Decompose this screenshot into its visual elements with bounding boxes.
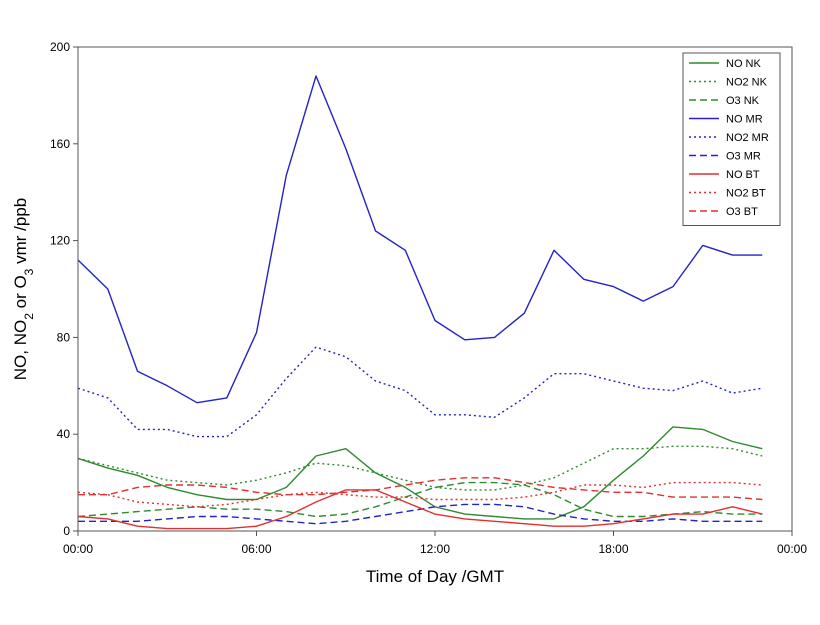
y-tick-label: 0	[63, 524, 70, 538]
legend-label: NO BT	[726, 169, 760, 181]
y-axis-title-part: NO, NO	[11, 320, 30, 380]
x-tick-label: 00:00	[63, 542, 93, 556]
legend-label: O3 NK	[726, 95, 760, 107]
y-tick-label: 160	[50, 137, 70, 151]
plot-lines	[77, 75, 763, 530]
y-axis-title: NO, NO2 or O3 vmr /ppb	[11, 198, 36, 380]
legend-label: NO NK	[726, 58, 762, 70]
legend-label: NO2 NK	[726, 77, 768, 89]
x-axis-title: Time of Day /GMT	[366, 567, 504, 586]
series-line-no-bt	[77, 489, 763, 530]
legend-label: O3 MR	[726, 151, 761, 163]
y-tick-label: 80	[57, 330, 71, 344]
legend-label: O3 BT	[726, 206, 758, 218]
x-tick-label: 18:00	[598, 542, 628, 556]
series-line-no2-bt	[77, 481, 763, 508]
y-axis-title-part: or O	[11, 275, 30, 313]
series-line-no-mr	[77, 75, 763, 404]
y-axis-title-part: 3	[22, 268, 36, 275]
x-tick-label: 12:00	[420, 542, 450, 556]
legend-label: NO MR	[726, 114, 763, 126]
legend: NO NK NO2 NK O3 NK NO MR NO2 MR O3 MR NO BT NO2…	[682, 52, 781, 226]
x-tick-label: 00:00	[777, 542, 807, 556]
legend-label: NO2 MR	[726, 132, 769, 144]
legend-label: NO2 BT	[726, 188, 766, 200]
series-line-no2-mr	[77, 346, 763, 438]
series-line-o3-nk	[77, 481, 763, 518]
x-tick-label: 06:00	[241, 542, 271, 556]
x-axis: 00:00 06:00 12:00 18:00 00:00	[63, 531, 807, 556]
series-line-o3-mr	[78, 503, 763, 525]
y-axis-title-part: 2	[22, 313, 36, 320]
series-line-o3-bt	[78, 477, 763, 501]
series-line-no2-nk	[77, 445, 763, 491]
y-tick-label: 200	[50, 40, 70, 54]
y-tick-label: 40	[57, 427, 71, 441]
series-line-no-nk	[77, 426, 763, 520]
y-axis: 0 40 80 120 160 200	[50, 40, 78, 538]
y-tick-label: 120	[50, 234, 70, 248]
y-axis-title-part: vmr /ppb	[11, 198, 30, 269]
